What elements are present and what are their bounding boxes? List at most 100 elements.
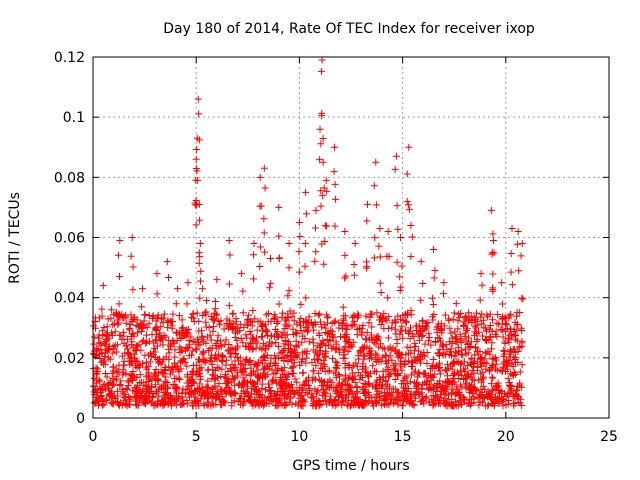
data-point	[403, 343, 411, 351]
data-point	[171, 346, 179, 354]
data-point	[290, 309, 298, 317]
data-point	[200, 400, 208, 408]
data-point	[171, 353, 179, 361]
data-point	[122, 319, 130, 327]
data-point	[498, 320, 506, 328]
data-point	[433, 328, 441, 336]
data-point	[311, 257, 319, 265]
data-point	[163, 390, 171, 398]
data-point	[439, 351, 447, 359]
data-point	[178, 324, 186, 332]
data-point	[315, 311, 323, 319]
x-tick-label: 15	[394, 429, 412, 445]
data-point	[477, 360, 485, 368]
data-point	[364, 200, 372, 208]
data-point	[508, 360, 516, 368]
data-point	[407, 392, 415, 400]
data-point	[422, 319, 430, 327]
data-point	[328, 332, 336, 340]
data-point	[268, 398, 276, 406]
data-point	[110, 363, 118, 371]
data-point	[195, 136, 203, 144]
data-point	[498, 279, 506, 287]
data-point	[146, 374, 154, 382]
data-point	[284, 292, 292, 300]
data-point	[465, 334, 473, 342]
data-point	[426, 383, 434, 391]
data-point	[228, 360, 236, 368]
data-point	[362, 364, 370, 372]
data-point	[225, 383, 233, 391]
data-point	[296, 233, 304, 241]
data-point	[155, 332, 163, 340]
data-point	[268, 332, 276, 340]
data-point	[499, 396, 507, 404]
data-point	[198, 285, 206, 293]
data-point	[195, 388, 203, 396]
data-point	[90, 340, 98, 348]
data-point	[413, 379, 421, 387]
data-point	[134, 342, 142, 350]
y-tick-label: 0.12	[54, 50, 85, 66]
data-point	[425, 330, 433, 338]
data-point	[275, 342, 283, 350]
data-point	[177, 401, 185, 409]
plot-frame	[92, 56, 610, 419]
data-point	[99, 358, 107, 366]
data-point	[453, 349, 461, 357]
data-point	[401, 389, 409, 397]
data-point	[288, 356, 296, 364]
data-point	[302, 359, 310, 367]
data-point	[501, 314, 509, 322]
data-point	[192, 196, 200, 204]
data-point	[145, 320, 153, 328]
data-point	[186, 388, 194, 396]
data-point	[129, 263, 137, 271]
data-point	[501, 319, 509, 327]
data-point	[425, 337, 433, 345]
data-point	[317, 377, 325, 385]
data-point	[394, 401, 402, 409]
data-point	[256, 243, 264, 251]
data-point	[447, 352, 455, 360]
data-point	[334, 399, 342, 407]
data-point	[307, 394, 315, 402]
data-point	[239, 397, 247, 405]
data-point	[94, 345, 102, 353]
data-point	[394, 312, 402, 320]
data-point	[482, 349, 490, 357]
data-point	[505, 359, 513, 367]
data-point	[461, 313, 469, 321]
data-point	[372, 368, 380, 376]
data-point	[484, 401, 492, 409]
data-point	[375, 316, 383, 324]
data-point	[336, 333, 344, 341]
data-point	[175, 312, 183, 320]
data-point	[112, 373, 120, 381]
data-point	[143, 338, 151, 346]
data-point	[391, 366, 399, 374]
data-point	[470, 384, 478, 392]
data-point	[215, 380, 223, 388]
data-point	[260, 352, 268, 360]
data-point	[287, 394, 295, 402]
data-point	[109, 392, 117, 400]
data-point	[237, 381, 245, 389]
data-point	[303, 328, 311, 336]
data-point	[98, 349, 106, 357]
data-point	[190, 368, 198, 376]
data-point	[503, 365, 511, 373]
data-point	[278, 354, 286, 362]
data-point	[390, 367, 398, 375]
data-point	[429, 362, 437, 370]
data-point	[443, 346, 451, 354]
data-point	[297, 326, 305, 334]
data-point	[114, 251, 122, 259]
data-point	[464, 362, 472, 370]
data-point	[120, 396, 128, 404]
data-point	[266, 387, 274, 395]
data-point	[360, 355, 368, 363]
data-point	[448, 396, 456, 404]
data-point	[373, 336, 381, 344]
y-tick-label: 0.04	[54, 291, 85, 307]
